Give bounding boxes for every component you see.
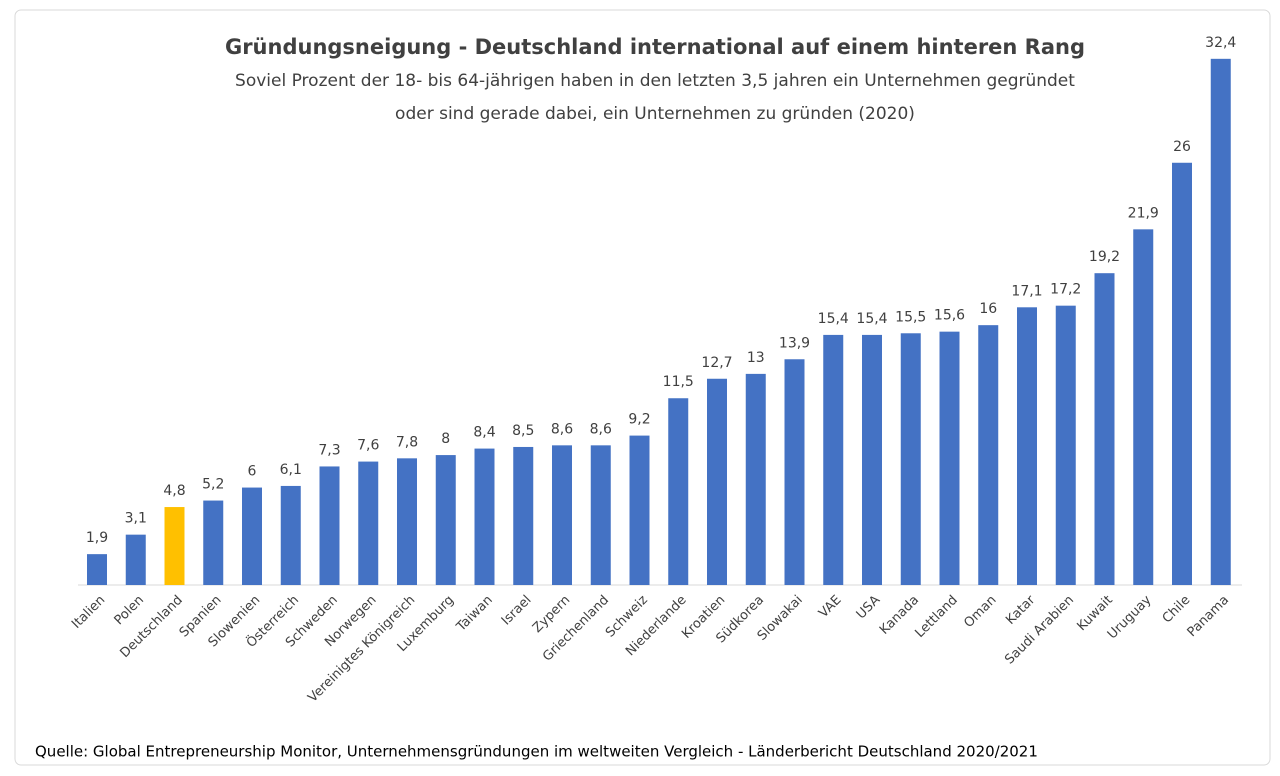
value-label: 16 [979,301,997,317]
bar [397,458,417,585]
bar [784,359,805,585]
value-label: 15,4 [856,311,887,327]
value-label: 8,4 [473,425,495,441]
value-label: 19,2 [1089,249,1120,265]
value-label: 6 [248,464,257,480]
bar [513,446,534,585]
value-label: 12,7 [701,355,732,371]
value-label: 4,8 [163,483,185,499]
value-label: 15,4 [818,311,849,327]
bar [87,554,107,585]
value-label: 17,1 [1011,283,1042,299]
bar [1172,162,1192,585]
bar [1094,273,1115,585]
bar [668,398,689,585]
bar [823,334,844,585]
bar [1055,305,1076,585]
value-label: 15,5 [895,309,926,325]
bar [900,333,921,585]
bar [203,500,224,585]
value-label: 6,1 [280,462,302,478]
bar [242,487,262,585]
value-label: 21,9 [1128,205,1159,221]
value-label: 9,2 [628,412,650,428]
value-label: 8,5 [512,423,534,439]
bar [280,485,301,585]
chart-title: Gründungsneigung - Deutschland internati… [225,35,1085,59]
bar [358,461,379,585]
chart-subtitle: oder sind gerade dabei, ein Unternehmen … [395,104,915,124]
value-label: 15,6 [934,308,965,324]
value-label: 7,6 [357,438,379,454]
bar [939,331,960,585]
value-label: 8,6 [551,421,573,437]
bar [978,325,999,585]
bar [474,448,495,585]
bar [1017,307,1037,585]
bar [745,373,766,585]
bar [590,445,611,585]
value-label: 7,8 [396,434,418,450]
value-label: 32,4 [1205,35,1236,51]
value-label: 13 [747,350,765,366]
bar [552,445,572,585]
bar [319,466,340,585]
value-label: 1,9 [86,530,108,546]
bar [125,534,146,585]
value-label: 26 [1173,139,1191,155]
value-label: 3,1 [125,511,147,527]
value-label: 8,6 [590,421,612,437]
value-label: 11,5 [663,374,694,390]
source-note: Quelle: Global Entrepreneurship Monitor,… [35,743,1038,761]
bar [1210,58,1231,586]
value-label: 17,2 [1050,282,1081,298]
chart-subtitle: Soviel Prozent der 18- bis 64-jährigen h… [235,71,1075,91]
bar [862,334,882,585]
bar [1133,229,1154,585]
bar [164,507,185,585]
value-label: 5,2 [202,477,224,493]
value-label: 8 [441,431,450,447]
bar [707,378,727,585]
bar [629,435,650,585]
value-label: 7,3 [318,442,340,458]
value-label: 13,9 [779,335,810,351]
bar [435,455,456,585]
